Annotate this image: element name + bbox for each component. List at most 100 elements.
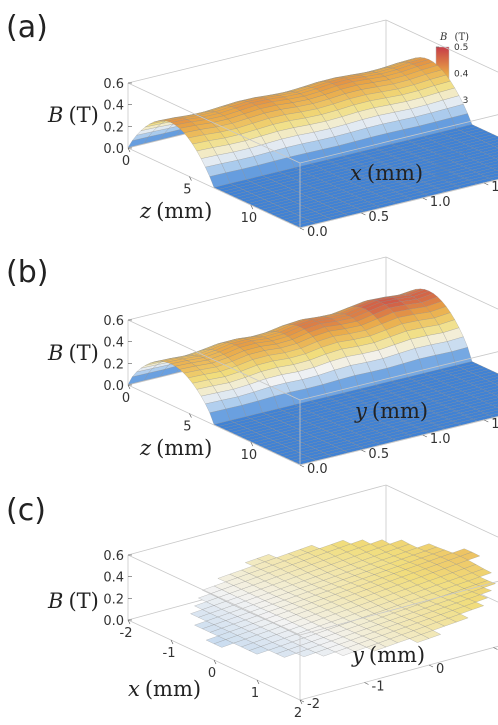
box-edge <box>127 147 301 229</box>
box-edge <box>385 256 498 310</box>
surface-mesh <box>127 57 498 228</box>
x-tick-label: 0 <box>208 666 216 681</box>
box-edge <box>299 114 498 164</box>
box-front-edges <box>127 319 498 466</box>
y-tick-label: 1.5 <box>491 180 498 195</box>
z-tick-label: 0.0 <box>103 614 124 629</box>
x-tick-mark <box>256 679 260 685</box>
surface-cell <box>248 646 270 655</box>
surface-cell <box>295 649 317 657</box>
surface-cell <box>276 649 297 658</box>
panel-label-b: (b) <box>6 255 48 290</box>
panel-a-plot: 0.00.20.40.605100.00.51.01.52.0B(T)z(mm)… <box>47 19 498 240</box>
y-tick-mark <box>493 647 498 650</box>
z-tick-label: 0.2 <box>103 592 124 607</box>
colorbar-tick-label: 0.4 <box>454 70 469 80</box>
z-tick-label: 0.0 <box>103 142 124 157</box>
x-axis-label: z (mm) <box>139 436 212 460</box>
box-edge <box>127 319 301 401</box>
z-axis-label: B (T) <box>47 103 99 127</box>
y-axis-label: y (mm) <box>351 643 425 667</box>
y-tick-mark <box>484 419 489 423</box>
z-tick-label: 0.0 <box>103 379 124 394</box>
y-tick-mark <box>299 699 305 703</box>
surface-cell <box>315 648 336 657</box>
x-tick-mark <box>170 639 174 645</box>
x-tick-mark <box>127 619 131 625</box>
box-edge <box>385 484 498 538</box>
x-tick-mark <box>127 384 131 390</box>
box-edge <box>127 19 387 84</box>
colorbar-title-symbol: B <box>439 32 447 43</box>
y-tick-label: 0.5 <box>368 447 389 462</box>
x-tick-label: 10 <box>241 448 258 463</box>
x-tick-mark <box>189 176 192 181</box>
box-edge <box>127 484 387 556</box>
box-edge <box>299 416 498 466</box>
y-axis-label: x (mm) <box>350 161 423 185</box>
box-edge <box>127 82 301 164</box>
x-axis-label: x (mm) <box>128 677 201 701</box>
y-tick-mark <box>484 182 489 186</box>
z-tick-label: 0.6 <box>103 549 124 564</box>
y-tick-label: 0.5 <box>368 210 389 225</box>
y-tick-label: -2 <box>307 697 320 712</box>
y-tick-mark <box>364 682 369 685</box>
y-tick-label: 0.0 <box>307 462 328 477</box>
box-edge <box>127 384 301 466</box>
z-axis-label: B (T) <box>47 589 99 613</box>
surface-cell <box>295 458 317 465</box>
x-tick-label: 1 <box>251 686 259 701</box>
y-tick-label: 0 <box>436 662 444 677</box>
surface-mesh <box>190 539 497 658</box>
x-tick-label: 0 <box>122 391 130 406</box>
surface-cell <box>366 643 387 652</box>
y-tick-mark <box>299 227 305 231</box>
x-tick-mark <box>127 147 131 153</box>
colorbar-tick-label: 0.5 <box>454 43 468 53</box>
y-tick-label: 1.0 <box>430 432 451 447</box>
x-tick-label: 0 <box>122 154 130 169</box>
y-tick-mark <box>422 434 427 438</box>
surface-cell <box>295 221 317 228</box>
z-tick-label: 0.2 <box>103 357 124 372</box>
y-tick-mark <box>361 212 366 216</box>
x-axis-label: z (mm) <box>139 199 212 223</box>
box-front-edges <box>127 82 498 229</box>
box-edge <box>127 554 301 636</box>
surface-cell <box>334 647 356 656</box>
colorbar-title-unit: (T) <box>455 32 470 43</box>
z-tick-label: 0.6 <box>103 77 124 92</box>
y-tick-mark <box>361 449 366 453</box>
box-edge <box>299 580 498 636</box>
panel-b-plot: 0.00.20.40.605100.00.51.01.52.0B(T)z(mm)… <box>47 256 498 477</box>
y-axis-label: y (mm) <box>354 399 428 423</box>
surface-cell <box>409 634 430 643</box>
y-tick-mark <box>299 464 305 468</box>
x-tick-label: 5 <box>183 420 191 435</box>
x-tick-label: 2 <box>294 706 302 721</box>
y-tick-mark <box>428 664 434 668</box>
y-tick-label: 1.0 <box>430 195 451 210</box>
x-tick-mark <box>299 699 303 705</box>
x-tick-mark <box>250 442 254 447</box>
panel-label-a: (a) <box>6 10 48 45</box>
box-edge <box>127 256 387 321</box>
z-tick-label: 0.4 <box>103 99 124 114</box>
z-tick-label: 0.4 <box>103 571 124 586</box>
z-tick-label: 0.6 <box>103 314 124 329</box>
z-axis-label: B (T) <box>47 341 99 365</box>
colorbar-title: B (T) <box>439 32 469 43</box>
surface-mesh <box>127 288 498 465</box>
x-tick-mark <box>213 659 217 665</box>
x-tick-mark <box>189 413 192 418</box>
box-edge <box>385 19 498 73</box>
box-edge <box>299 179 498 229</box>
z-tick-label: 0.4 <box>103 336 124 351</box>
x-tick-label: -1 <box>163 646 176 661</box>
